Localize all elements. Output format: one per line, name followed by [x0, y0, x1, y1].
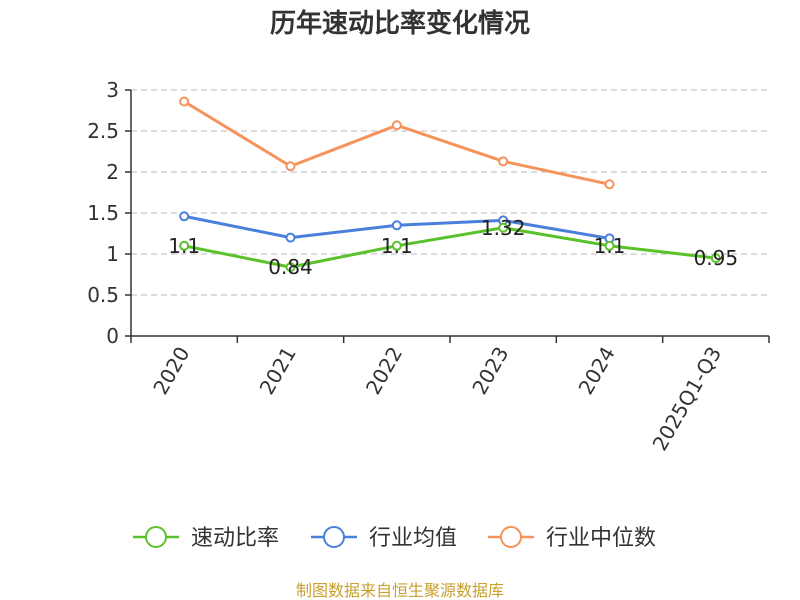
- series-layer: [179, 96, 721, 273]
- x-tick-label: 2024: [574, 343, 620, 399]
- data-point: [391, 120, 402, 131]
- y-tick-label: 1: [106, 242, 119, 266]
- y-tick-label: 2.5: [87, 119, 119, 143]
- x-tick-label: 2025Q1-Q3: [647, 343, 726, 455]
- data-label: 0.84: [268, 255, 313, 279]
- y-tick-label: 1.5: [87, 201, 119, 225]
- data-label: 1.1: [594, 234, 626, 258]
- legend-item-1[interactable]: 行业均值: [311, 526, 457, 551]
- x-tick-label: 2021: [255, 343, 301, 399]
- x-tick-label: 2022: [361, 343, 407, 399]
- source-caption: 制图数据来自恒生聚源数据库: [296, 581, 504, 600]
- data-label: 1.1: [168, 234, 200, 258]
- series-line-0: [183, 226, 717, 269]
- data-point: [179, 96, 190, 107]
- data-label: 1.1: [381, 234, 413, 258]
- data-point: [710, 253, 721, 264]
- data-labels: 1.1 0.84 1.1 1.32 1.1 0.95: [168, 216, 738, 279]
- x-tick-label: 2023: [467, 342, 513, 398]
- y-tick-label: 0: [106, 324, 119, 348]
- legend-marker: [500, 526, 522, 548]
- grid-lines: [131, 89, 769, 296]
- data-point: [391, 240, 402, 251]
- y-tick-label: 0.5: [87, 283, 119, 307]
- data-label: 1.32: [481, 216, 526, 240]
- legend-label: 行业中位数: [546, 526, 656, 551]
- data-label: 0.95: [694, 246, 739, 270]
- chart-title: 历年速动比率变化情况: [270, 8, 530, 39]
- axes: [125, 89, 770, 343]
- data-point: [179, 240, 190, 251]
- legend-label: 行业均值: [369, 526, 457, 551]
- data-point: [498, 222, 509, 233]
- data-point: [179, 211, 190, 222]
- data-point: [604, 179, 615, 190]
- legend-marker: [145, 526, 167, 548]
- data-point: [604, 240, 615, 251]
- data-point: [285, 232, 296, 243]
- x-axis-tick-labels: 2020 2021 2022 2023 2024 2025Q1-Q3: [148, 342, 726, 454]
- y-tick-label: 3: [106, 78, 119, 102]
- y-tick-label: 2: [106, 160, 119, 184]
- data-point: [498, 156, 509, 167]
- legend-label: 速动比率: [191, 526, 279, 551]
- y-axis-tick-labels: 0 0.5 1 1.5 2 2.5 3: [87, 78, 119, 348]
- legend: 速动比率 行业均值 行业中位数: [133, 526, 656, 551]
- legend-item-2[interactable]: 行业中位数: [488, 526, 656, 551]
- data-point: [391, 220, 402, 231]
- legend-item-0[interactable]: 速动比率: [133, 526, 279, 551]
- legend-marker: [323, 526, 345, 548]
- x-tick-label: 2020: [148, 343, 194, 399]
- data-point: [285, 161, 296, 172]
- data-point: [285, 262, 296, 273]
